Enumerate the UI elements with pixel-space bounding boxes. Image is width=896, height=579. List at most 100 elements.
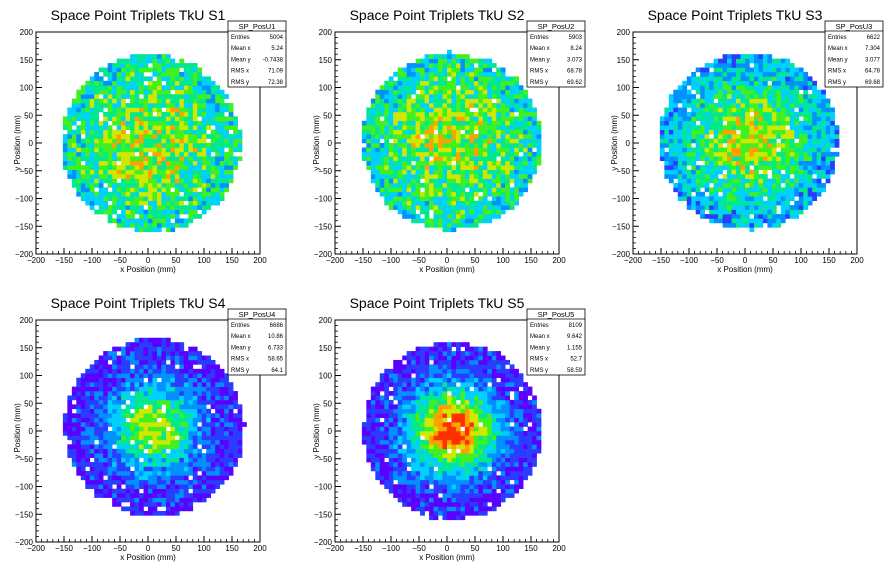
heatmap-cell <box>157 196 162 201</box>
heatmap-cell <box>139 223 144 228</box>
heatmap-cell <box>438 85 443 90</box>
heatmap-cell <box>411 130 416 135</box>
heatmap-cell <box>402 196 407 201</box>
heatmap-cell <box>144 210 149 215</box>
heatmap-cell <box>90 170 95 175</box>
heatmap-cell <box>669 107 674 112</box>
y-tick-label: −200 <box>314 250 333 259</box>
heatmap-cell <box>179 471 184 476</box>
heatmap-cell <box>727 134 732 139</box>
heatmap-cell <box>184 63 189 68</box>
heatmap-cell <box>451 85 456 90</box>
heatmap-cell <box>478 90 483 95</box>
heatmap-cell <box>184 205 189 210</box>
heatmap-cell <box>112 449 117 454</box>
heatmap-cell <box>175 378 180 383</box>
heatmap-cell <box>821 183 826 188</box>
stats-value: 5004 <box>270 35 284 41</box>
heatmap-cell <box>99 156 104 161</box>
heatmap-cell <box>161 63 166 68</box>
heatmap-cell <box>763 143 768 148</box>
heatmap-cell <box>161 498 166 503</box>
heatmap-cell <box>469 192 474 197</box>
heatmap-cell <box>443 152 448 157</box>
heatmap-cell <box>723 85 728 90</box>
heatmap-cell <box>108 85 113 90</box>
heatmap-cell <box>170 418 175 423</box>
heatmap-cell <box>148 373 153 378</box>
heatmap-cell <box>492 107 497 112</box>
heatmap-cell <box>821 147 826 152</box>
heatmap-cell <box>510 187 515 192</box>
heatmap-cell <box>723 156 728 161</box>
heatmap-cell <box>67 170 72 175</box>
heatmap-cell <box>197 72 202 77</box>
heatmap-cell <box>144 165 149 170</box>
heatmap-cell <box>144 214 149 219</box>
heatmap-cell <box>121 395 126 400</box>
heatmap-cell <box>790 156 795 161</box>
heatmap-cell <box>121 81 126 86</box>
heatmap-cell <box>678 170 683 175</box>
heatmap-cell <box>794 134 799 139</box>
heatmap-cell <box>420 59 425 64</box>
heatmap-cell <box>170 161 175 166</box>
heatmap-cell <box>736 112 741 117</box>
heatmap-cell <box>384 103 389 108</box>
heatmap-cell <box>821 103 826 108</box>
heatmap-cell <box>94 413 99 418</box>
heatmap-cell <box>393 107 398 112</box>
heatmap-cell <box>126 409 131 414</box>
heatmap-cell <box>474 165 479 170</box>
heatmap-cell <box>523 112 528 117</box>
heatmap-cell <box>179 107 184 112</box>
heatmap-cell <box>193 347 198 352</box>
heatmap-cell <box>197 400 202 405</box>
heatmap-cell <box>220 112 225 117</box>
heatmap-cell <box>94 99 99 104</box>
heatmap-cell <box>121 103 126 108</box>
heatmap-cell <box>803 192 808 197</box>
heatmap-cell <box>519 143 524 148</box>
heatmap-cell <box>749 68 754 73</box>
heatmap-cell <box>157 107 162 112</box>
heatmap-cells <box>63 54 243 232</box>
heatmap-cell <box>161 147 166 152</box>
heatmap-cell <box>193 387 198 392</box>
heatmap-cell <box>206 205 211 210</box>
heatmap-cell <box>157 431 162 436</box>
heatmap-cell <box>161 373 166 378</box>
heatmap-cell <box>121 134 126 139</box>
heatmap-cell <box>709 121 714 126</box>
heatmap-cell <box>76 147 81 152</box>
heatmap-cell <box>767 72 772 77</box>
heatmap-cell <box>148 347 153 352</box>
heatmap-cell <box>375 90 380 95</box>
heatmap-cell <box>148 498 153 503</box>
heatmap-cell <box>416 161 421 166</box>
heatmap-cell <box>126 68 131 73</box>
heatmap-cell <box>460 134 465 139</box>
heatmap-cell <box>135 489 140 494</box>
heatmap-cell <box>826 103 831 108</box>
heatmap-cell <box>135 395 140 400</box>
heatmap-cell <box>420 218 425 223</box>
heatmap-cell <box>94 112 99 117</box>
heatmap-cell <box>416 165 421 170</box>
heatmap-cell <box>727 107 732 112</box>
heatmap-cell <box>112 179 117 184</box>
heatmap-cell <box>157 116 162 121</box>
heatmap-cell <box>528 103 533 108</box>
heatmap-cell <box>705 187 710 192</box>
chart-title: Space Point Triplets TkU S2 <box>350 7 525 23</box>
heatmap-cell <box>456 223 461 228</box>
heatmap-cell <box>144 156 149 161</box>
heatmap-cell <box>148 453 153 458</box>
heatmap-cell <box>456 156 461 161</box>
heatmap-cell <box>76 134 81 139</box>
heatmap-cell <box>126 489 131 494</box>
heatmap-cell <box>514 134 519 139</box>
x-axis-label: x Position (mm) <box>717 265 773 274</box>
heatmap-cell <box>794 187 799 192</box>
heatmap-cell <box>229 143 234 148</box>
